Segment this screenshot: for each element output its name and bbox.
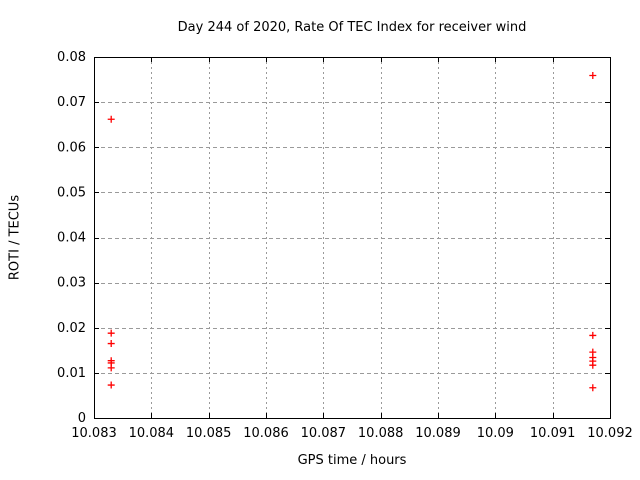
x-tick-label: 10.085 <box>186 426 232 441</box>
y-tick-label: 0.05 <box>57 185 86 200</box>
y-tick-label: 0.04 <box>57 231 86 246</box>
data-point-marker <box>589 331 597 339</box>
data-point-marker <box>589 361 597 369</box>
x-tick-label: 10.092 <box>587 426 633 441</box>
data-point-marker <box>107 381 115 389</box>
data-point-marker <box>107 115 115 123</box>
x-tick-label: 10.087 <box>301 426 347 441</box>
y-tick-label: 0.07 <box>57 95 86 110</box>
y-tick-label: 0.01 <box>57 366 86 381</box>
data-point-marker <box>107 340 115 348</box>
y-tick-label: 0.02 <box>57 321 86 336</box>
x-tick-label: 10.086 <box>243 426 289 441</box>
data-point-marker <box>107 329 115 337</box>
y-tick-label: 0.08 <box>57 50 86 65</box>
y-tick-label: 0.03 <box>57 276 86 291</box>
x-tick-label: 10.09 <box>477 426 514 441</box>
x-tick-label: 10.084 <box>129 426 175 441</box>
x-tick-label: 10.089 <box>415 426 461 441</box>
data-point-marker <box>107 364 115 372</box>
data-point-marker <box>589 72 597 80</box>
x-tick-label: 10.088 <box>358 426 404 441</box>
x-tick-label: 10.091 <box>530 426 576 441</box>
x-axis-title: GPS time / hours <box>297 453 407 468</box>
data-point-marker <box>589 384 597 392</box>
x-tick-label: 10.083 <box>71 426 117 441</box>
y-tick-label: 0.06 <box>57 140 86 155</box>
y-tick-label: 0 <box>78 411 86 426</box>
chart-title: Day 244 of 2020, Rate Of TEC Index for r… <box>177 20 527 35</box>
